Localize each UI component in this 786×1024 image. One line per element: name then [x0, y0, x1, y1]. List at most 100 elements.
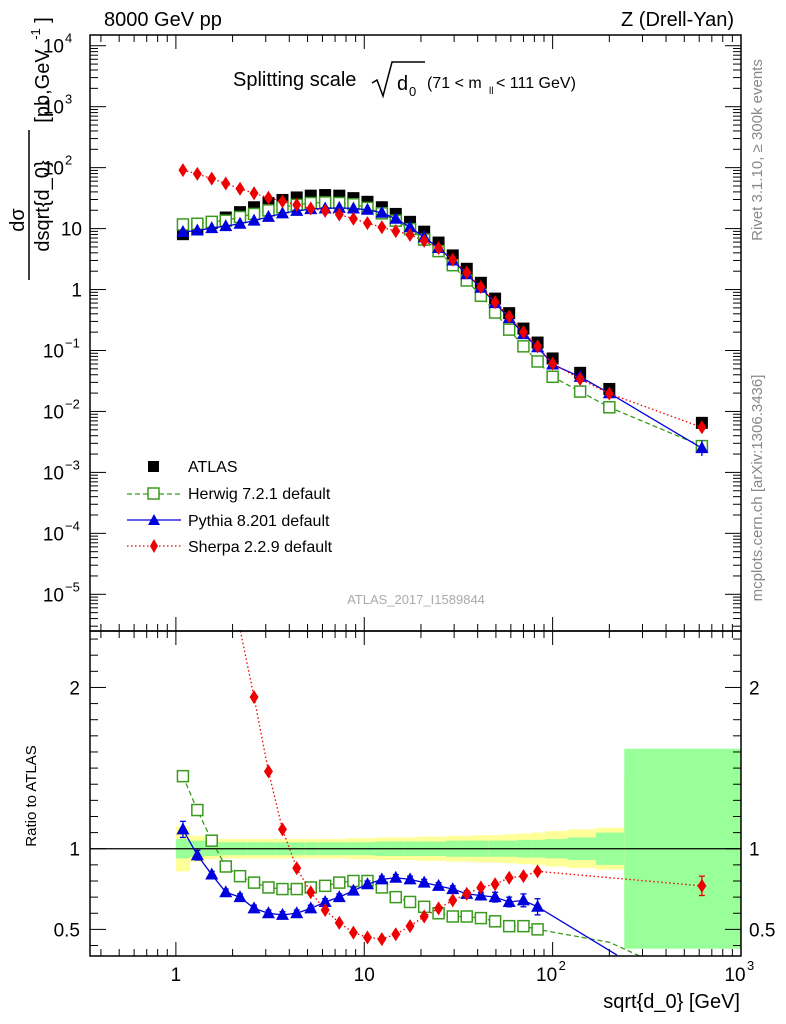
- title-sqrt-sub: 0: [409, 84, 416, 99]
- ratio-point-pythia: [389, 870, 403, 883]
- main-point-sherpa: [292, 197, 302, 212]
- ratio-point-herwig: [460, 910, 473, 923]
- main-point-sherpa: [504, 309, 514, 324]
- ratio-point-herwig: [403, 895, 417, 909]
- main-y-tick-label: 10: [43, 402, 64, 423]
- main-point-sherpa: [448, 252, 458, 267]
- ratio-point-herwig: [219, 860, 233, 873]
- ratio-series-pythia: [176, 820, 618, 956]
- mcplots-label: mcplots.cern.ch [arXiv:1306.3436]: [749, 375, 766, 602]
- main-point-pythia: [233, 216, 247, 229]
- sqrt-symbol: [371, 61, 425, 99]
- main-y-tick-label-exponent: −2: [65, 396, 80, 411]
- main-point-pythia: [190, 223, 204, 236]
- ratio-point-pythia: [531, 899, 545, 912]
- legend-label-atlas: ATLAS: [188, 459, 238, 476]
- ratio-line-sherpa: [239, 631, 702, 940]
- analysis-tag: ATLAS_2017_I1589844: [347, 592, 485, 607]
- ratio-point-herwig: [290, 882, 303, 896]
- x-tick-label-exponent: 2: [559, 958, 566, 973]
- legend-entry-herwig: Herwig 7.2.1 default: [127, 486, 331, 503]
- main-point-sherpa: [419, 233, 429, 248]
- ratio-point-pythia: [346, 883, 360, 896]
- main-y-axis-label: dσ dsqrt{d_0} [pb,GeV -1 ]: [7, 17, 54, 280]
- ratio-point-pythia: [247, 901, 261, 914]
- title-range-a: (71 < m: [427, 75, 482, 92]
- main-point-pythia: [375, 205, 389, 218]
- ratio-point-sherpa: [697, 878, 707, 893]
- x-tick-label: 10: [354, 965, 375, 986]
- ratio-point-sherpa: [249, 690, 259, 705]
- svg-text:dσ: dσ: [7, 208, 29, 232]
- ratio-point-pythia: [219, 885, 233, 898]
- main-point-data: [248, 201, 261, 214]
- main-point-sherpa: [462, 265, 472, 280]
- ratio-point-sherpa: [419, 909, 429, 924]
- legend-entry-pythia: Pythia 8.201 default: [127, 513, 330, 530]
- main-point-sherpa: [192, 166, 202, 181]
- main-point-herwig: [603, 401, 616, 414]
- legend-entry-atlas: ATLAS: [148, 459, 238, 476]
- ratio-point-pythia: [318, 894, 332, 907]
- legend-marker-sherpa: [150, 539, 158, 553]
- ratio-y-tick-label-left: 0.5: [54, 920, 80, 941]
- main-point-sherpa: [277, 194, 287, 209]
- main-series-sherpa: [178, 163, 707, 435]
- main-series-herwig: [176, 196, 709, 453]
- ratio-point-sherpa: [476, 880, 486, 895]
- ratio-point-pythia: [176, 822, 190, 835]
- svg-text:dsqrt{d_0}: dsqrt{d_0}: [32, 160, 54, 252]
- ratio-point-herwig: [531, 923, 544, 936]
- main-point-sherpa: [377, 220, 387, 235]
- main-point-herwig: [517, 340, 530, 353]
- legend: ATLAS Herwig 7.2.1 default Pythia 8.201 …: [127, 459, 333, 556]
- ratio-point-sherpa: [320, 903, 330, 918]
- ratio-point-pythia: [474, 888, 488, 901]
- main-y-tick-label-exponent: −3: [65, 457, 80, 472]
- title-range-sub: ll: [489, 86, 493, 97]
- main-point-sherpa: [362, 216, 372, 231]
- ratio-point-herwig: [333, 876, 346, 889]
- plot-title: Splitting scale d 0 (71 < m ll < 111 GeV…: [233, 61, 576, 99]
- main-point-sherpa: [490, 295, 500, 310]
- ratio-line-herwig: [182, 775, 642, 956]
- ratio-point-pythia: [190, 848, 204, 861]
- main-point-sherpa: [575, 372, 585, 387]
- main-point-pythia: [360, 202, 374, 215]
- panel-frames: [89, 34, 742, 957]
- ratio-point-herwig: [191, 803, 204, 817]
- ratio-point-pythia: [360, 877, 374, 890]
- rivet-label: Rivet 3.1.10, ≥ 300k events: [749, 59, 766, 241]
- ratio-point-pythia: [290, 906, 304, 919]
- ratio-point-herwig: [176, 769, 190, 783]
- main-point-pythia: [275, 206, 289, 219]
- main-y-tick-label-exponent: −1: [65, 335, 80, 350]
- main-y-tick-label: 10: [43, 341, 64, 362]
- main-y-tick-label-exponent: 2: [65, 153, 72, 168]
- ratio-point-sherpa: [518, 869, 528, 884]
- ratio-point-herwig: [446, 910, 460, 923]
- ratio-point-herwig: [233, 869, 247, 883]
- main-point-sherpa: [476, 280, 486, 295]
- main-point-herwig: [531, 355, 544, 368]
- ratio-y-tick-label-right: 0.5: [749, 920, 775, 941]
- ratio-y-tick-label-right: 1: [749, 840, 760, 861]
- main-y-tick-label: 10: [43, 585, 64, 606]
- ratio-y-tick-label-left: 2: [69, 678, 80, 699]
- ratio-point-sherpa: [362, 930, 372, 945]
- legend-marker-herwig: [147, 487, 160, 500]
- main-point-sherpa: [235, 181, 245, 196]
- ratio-point-pythia: [332, 890, 346, 903]
- ratio-point-sherpa: [434, 901, 444, 916]
- main-point-pythia: [176, 224, 190, 237]
- main-point-sherpa: [604, 386, 614, 401]
- ratio-point-pythia: [446, 882, 460, 895]
- ratio-y-tick-label-right: 2: [749, 678, 760, 699]
- main-point-sherpa: [405, 227, 415, 242]
- main-y-tick-label-exponent: 4: [65, 31, 72, 46]
- x-axis-label: sqrt{d_0} [GeV]: [603, 991, 740, 1013]
- ratio-point-sherpa: [377, 932, 387, 947]
- ratio-point-sherpa: [533, 864, 543, 879]
- ratio-point-sherpa: [462, 886, 472, 901]
- ratio-point-sherpa: [277, 822, 287, 837]
